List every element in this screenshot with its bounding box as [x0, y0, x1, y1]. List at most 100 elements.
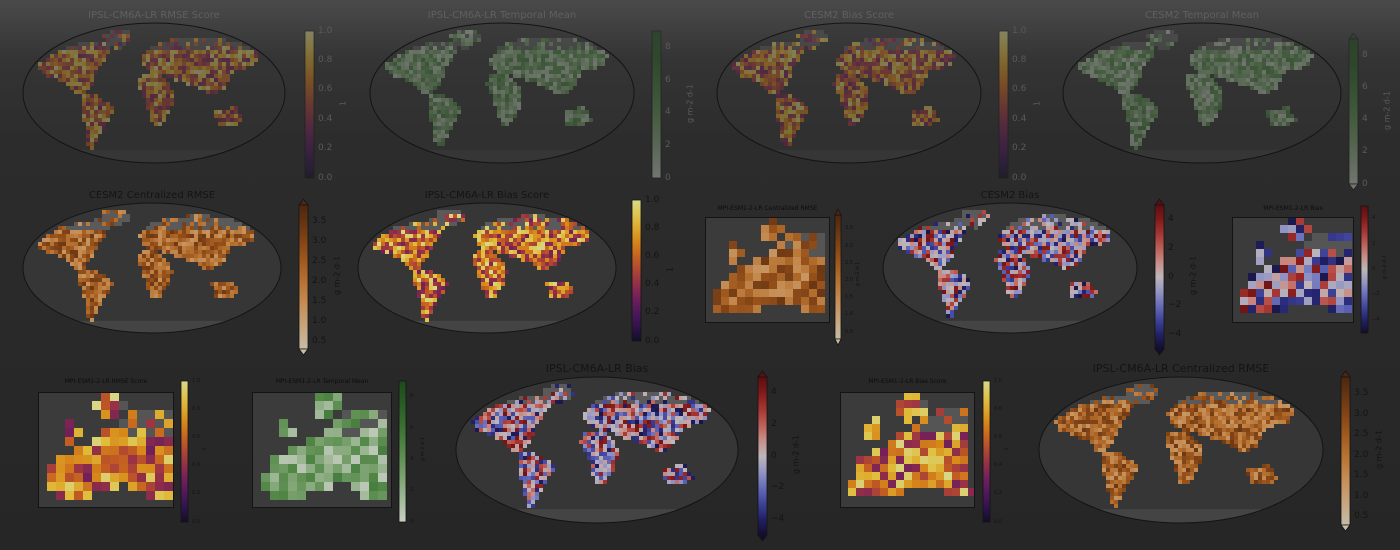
map-cell: [521, 222, 525, 226]
map-cell: [1304, 225, 1312, 233]
map-cell: [792, 62, 796, 66]
map-cell: [563, 388, 567, 392]
map-cell: [166, 234, 170, 238]
map-cell: [210, 86, 214, 90]
map-cell: [425, 222, 429, 226]
map-cell: [230, 294, 234, 298]
map-cell: [1018, 246, 1022, 250]
map-cell: [1320, 249, 1328, 257]
map-cell: [792, 134, 796, 138]
chart-panel: MPI-ESM1-2-LR Bias −4 −2 0 2 4 g m-2 d-1: [1230, 205, 1390, 334]
map-cell: [816, 34, 820, 38]
map-cell: [1066, 258, 1070, 262]
map-cell: [234, 290, 238, 294]
map-cell: [912, 122, 916, 126]
map-cell: [425, 66, 429, 70]
map-cell: [210, 250, 214, 254]
map-cell: [1026, 250, 1030, 254]
map-cell: [916, 70, 920, 74]
map-cell: [78, 62, 82, 66]
map-cell: [1002, 278, 1006, 282]
map-cell: [155, 491, 164, 500]
map-cell: [1250, 58, 1254, 62]
map-cell: [785, 265, 793, 273]
map-cell: [752, 62, 756, 66]
map-cell: [174, 218, 178, 222]
map-cell: [916, 66, 920, 70]
colorbar-tick-label: 1.5: [312, 295, 327, 306]
map-cell: [760, 78, 764, 82]
map-cell: [517, 246, 521, 250]
colorbar-label: g m-2 d-1: [685, 83, 695, 123]
map-cell: [342, 437, 351, 446]
map-cell: [1282, 42, 1286, 46]
map-cell: [477, 34, 481, 38]
map-cell: [234, 66, 238, 70]
map-cell: [425, 318, 429, 322]
map-cell: [896, 62, 900, 66]
map-cell: [768, 62, 772, 66]
map-cell: [218, 294, 222, 298]
map-cell: [437, 130, 441, 134]
map-cell: [785, 249, 793, 257]
map-cell: [333, 473, 342, 482]
map-cell: [202, 74, 206, 78]
map-cell: [1082, 222, 1086, 226]
map-cell: [433, 94, 437, 98]
map-cell: [222, 294, 226, 298]
map-cell: [1122, 90, 1126, 94]
map-cell: [1218, 98, 1222, 102]
map-cell: [1010, 234, 1014, 238]
map-cell: [1014, 238, 1018, 242]
map-cell: [202, 258, 206, 262]
map-cell: [65, 437, 74, 446]
map-cell: [1030, 238, 1034, 242]
map-cell: [1230, 50, 1234, 54]
map-cell: [623, 400, 627, 404]
map-cell: [70, 258, 74, 262]
map-cell: [481, 274, 485, 278]
colorbar-tick-label: 6: [410, 424, 414, 431]
map-cell: [816, 30, 820, 34]
map-cell: [497, 110, 501, 114]
map-cell: [1270, 86, 1274, 90]
map-cell: [918, 246, 922, 250]
map-cell: [1214, 94, 1218, 98]
map-cell: [1126, 102, 1130, 106]
map-cell: [567, 396, 571, 400]
map-cell: [938, 266, 942, 270]
map-cell: [1006, 290, 1010, 294]
map-cell: [82, 238, 86, 242]
map-cell: [1046, 258, 1050, 262]
map-cell: [182, 230, 186, 234]
map-cell: [525, 54, 529, 58]
map-cell: [86, 122, 90, 126]
map-cell: [417, 46, 421, 50]
map-cell: [760, 62, 764, 66]
map-cell: [1126, 118, 1130, 122]
map-cell: [796, 102, 800, 106]
map-cell: [82, 274, 86, 278]
map-cell: [62, 230, 66, 234]
map-cell: [1320, 273, 1328, 281]
map-cell: [1026, 218, 1030, 222]
map-cell: [1226, 54, 1230, 58]
map-cell: [214, 222, 218, 226]
map-cell: [1230, 62, 1234, 66]
map-cell: [1070, 238, 1074, 242]
map-cell: [1078, 222, 1082, 226]
map-cell: [970, 210, 974, 214]
map-cell: [761, 297, 769, 305]
map-cell: [421, 258, 425, 262]
map-cell: [537, 222, 541, 226]
map-cell: [1126, 114, 1130, 118]
map-cell: [146, 464, 155, 473]
map-cell: [110, 222, 114, 226]
map-cell: [178, 70, 182, 74]
map-cell: [1288, 281, 1296, 289]
map-cell: [1278, 74, 1282, 78]
map-cell: [441, 282, 445, 286]
map-cell: [154, 226, 158, 230]
map-cell: [214, 238, 218, 242]
map-cell: [1058, 262, 1062, 266]
